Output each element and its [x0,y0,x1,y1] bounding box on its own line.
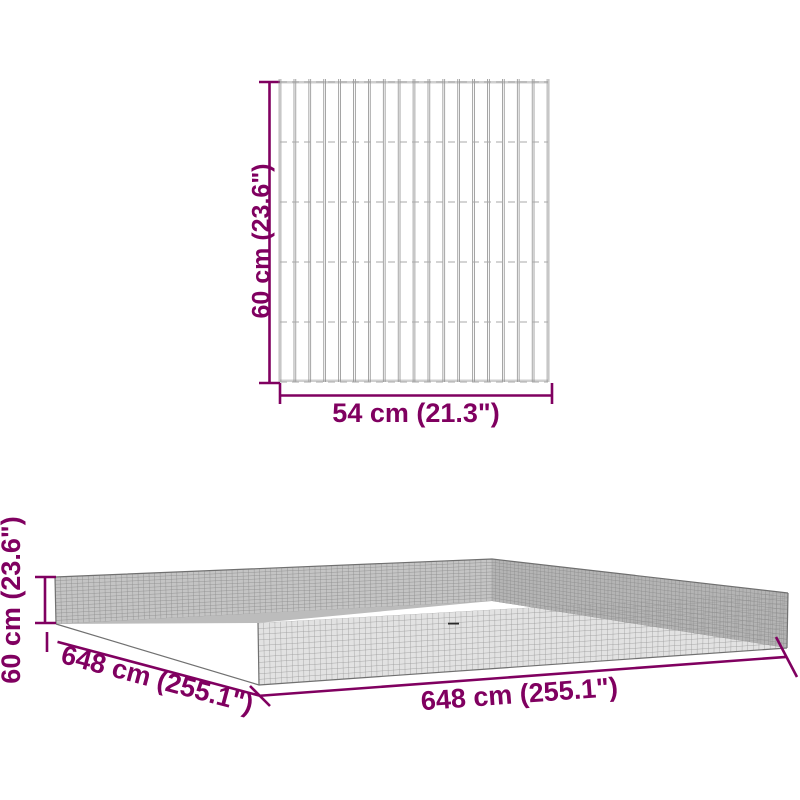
svg-text:60 cm (23.6"): 60 cm (23.6") [0,516,26,683]
svg-text:60 cm (23.6"): 60 cm (23.6") [248,164,276,319]
svg-text:54 cm (21.3"): 54 cm (21.3") [332,398,499,428]
